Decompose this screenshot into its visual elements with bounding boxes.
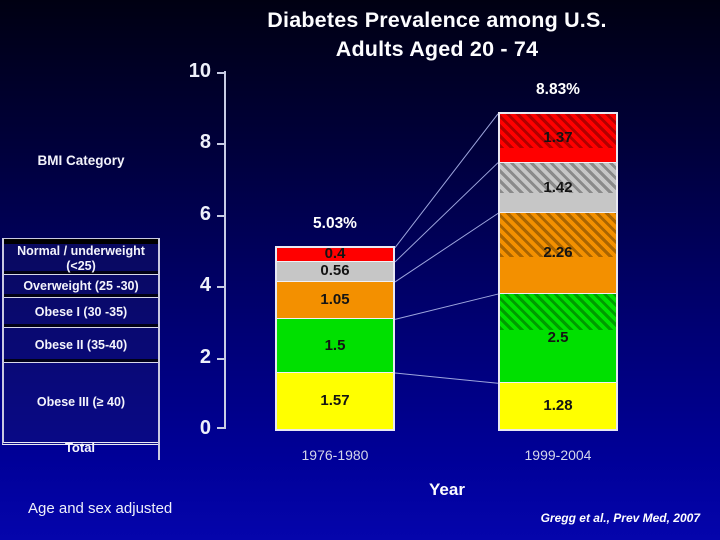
bar-segment: 1.42 — [500, 162, 616, 214]
bar-segment: 2.26 — [500, 213, 616, 295]
citation: Gregg et al., Prev Med, 2007 — [540, 511, 700, 525]
legend-top-band — [4, 239, 158, 244]
bar-total-label: 5.03% — [313, 214, 357, 232]
segment-value-label: 1.37 — [543, 128, 573, 146]
y-tick-label: 2 — [199, 345, 211, 368]
y-axis-tick — [217, 72, 224, 74]
x-tick-label: 1999-2004 — [524, 447, 592, 463]
chart-title: Diabetes Prevalence among U.S. Adults Ag… — [154, 6, 720, 64]
x-tick-label: 1976-1980 — [301, 447, 369, 463]
footnote: Age and sex adjusted — [28, 500, 173, 517]
bar-total-label: 8.83% — [536, 80, 580, 98]
y-tick-label: 8 — [199, 131, 211, 154]
segment-value-label: 1.42 — [543, 178, 573, 196]
segment-value-label: 0.4 — [324, 245, 346, 263]
segment-value-label: 1.28 — [543, 397, 573, 415]
y-tick-label: 6 — [199, 202, 211, 225]
stacked-bar-1999-2004: 1.37 1.42 2.26 2.5 1.28 — [498, 111, 618, 431]
bmi-legend-table: Normal / underweight (<25) Overweight (25… — [2, 238, 160, 445]
legend-row: Overweight (25 -30) — [4, 274, 158, 297]
segment-value-label: 1.5 — [324, 336, 346, 354]
increase-hatch — [500, 213, 616, 257]
increase-hatch — [500, 162, 616, 194]
increase-hatch — [500, 294, 616, 330]
increase-hatch — [500, 113, 616, 149]
bar-segment: 2.5 — [500, 294, 616, 384]
bar-segment: 1.28 — [500, 383, 616, 429]
y-axis-line — [224, 71, 226, 429]
segment-value-label: 2.26 — [543, 244, 573, 262]
connector-line — [394, 372, 499, 384]
bar-segment: 0.56 — [277, 261, 393, 282]
y-axis-tick — [217, 286, 224, 289]
x-axis-title: Year — [429, 480, 465, 499]
title-line-2: Adults Aged 20 - 74 — [335, 37, 539, 61]
segment-value-label: 1.57 — [320, 392, 350, 410]
y-axis-tick — [217, 357, 224, 360]
y-axis-tick — [217, 214, 224, 217]
legend-row: Obese II (35-40) — [4, 327, 158, 362]
bar-segment: 1.05 — [277, 281, 393, 320]
legend-row: Obese I (30 -35) — [4, 297, 158, 327]
legend-total-label: Total — [2, 435, 160, 460]
title-line-1: Diabetes Prevalence among U.S. — [267, 8, 607, 32]
bar-segment: 0.4 — [277, 245, 393, 263]
y-tick-label: 0 — [199, 417, 211, 439]
y-axis-tick — [217, 143, 224, 146]
connector-line — [394, 162, 499, 263]
segment-value-label: 0.56 — [320, 262, 350, 280]
legend-row: Obese III (≥ 40) — [4, 362, 158, 442]
bar-segment: 1.5 — [277, 319, 393, 373]
legend-title: BMI Category — [37, 153, 125, 168]
segment-value-label: 2.5 — [547, 329, 569, 347]
stacked-bar-1976-1980: 0.4 0.56 1.05 1.5 1.57 — [275, 245, 395, 431]
segment-value-label: 1.05 — [320, 291, 350, 309]
y-axis-tick — [217, 427, 224, 429]
connector-line — [394, 293, 499, 320]
y-tick-label: 10 — [188, 60, 211, 82]
bar-segment: 1.57 — [277, 372, 393, 429]
legend-row: Normal / underweight (<25) — [17, 244, 145, 273]
y-tick-label: 4 — [199, 274, 211, 297]
bar-segment: 1.37 — [500, 113, 616, 163]
